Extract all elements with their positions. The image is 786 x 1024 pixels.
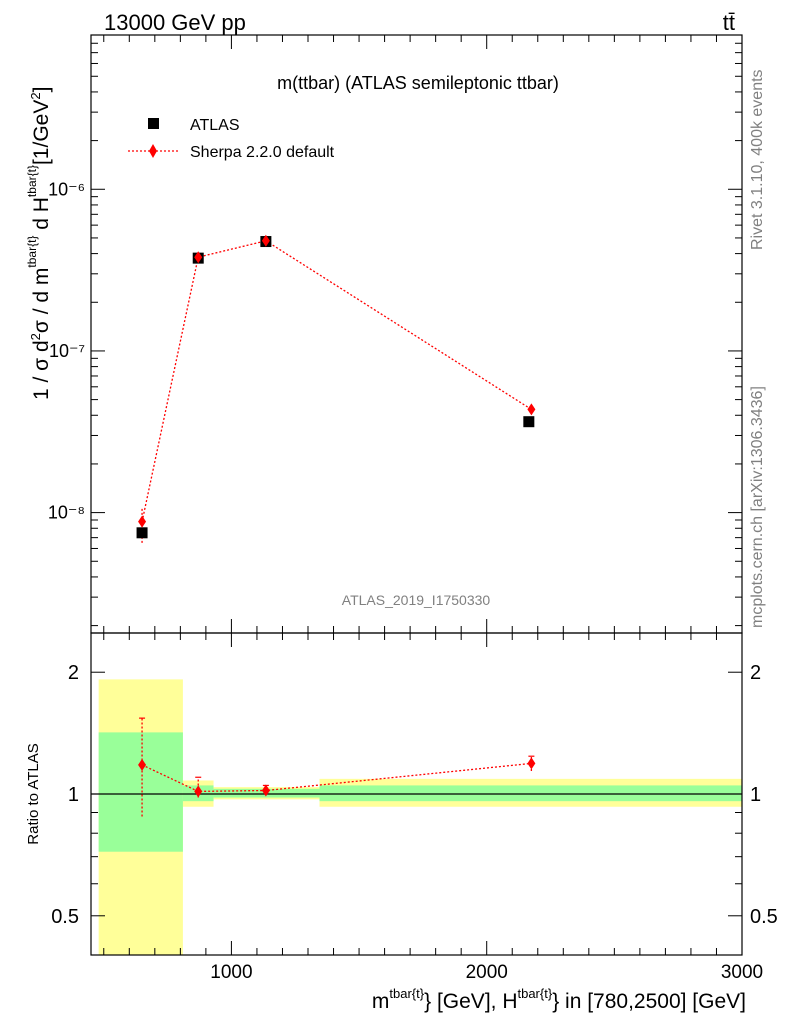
ratio-plot-marks — [91, 679, 742, 955]
main-panel: 10⁻⁸ 10⁻⁷ 10⁻⁶ m(ttbar) (ATLAS semileptoni… — [25, 34, 743, 634]
rivet-label: Rivet 3.1.10, 400k events — [749, 69, 766, 250]
legend-label-atlas: ATLAS — [190, 117, 240, 134]
mc-point — [261, 234, 270, 247]
ratio-ytick-label-right: 2 — [750, 662, 761, 684]
main-xaxis-ticks — [103, 35, 743, 633]
legend: ATLAS Sherpa 2.2.0 default — [128, 117, 335, 161]
main-ytick-label: 10⁻⁷ — [49, 341, 85, 361]
ratio-ytick-label-right: 0.5 — [750, 906, 778, 928]
plot-title: m(ttbar) (ATLAS semileptonic ttbar) — [277, 73, 559, 93]
mcplots-label: mcplots.cern.ch [arXiv:1306.3436] — [749, 386, 766, 628]
uncertainty-band-inner — [319, 785, 742, 802]
mc-line — [141, 240, 532, 522]
ratio-xaxis-ticks: 1000 2000 3000 — [103, 633, 763, 983]
mc-point — [527, 403, 536, 416]
ratio-mc-point — [527, 757, 536, 770]
main-yaxis-ticks: 10⁻⁸ 10⁻⁷ 10⁻⁶ — [48, 34, 742, 627]
xlabel: mtbar{t}} [GeV], Htbar{t}} in [780,2500]… — [372, 986, 746, 1013]
main-ytick-label: 10⁻⁸ — [48, 503, 85, 523]
ratio-ytick-label-right: 1 — [750, 784, 761, 806]
process-label: tt̄ — [723, 10, 735, 35]
xtick-label: 3000 — [721, 962, 763, 983]
mc-point — [194, 251, 203, 264]
data-point — [523, 416, 535, 428]
main-ylabel: 1 / σ d2σ / d mtbar{t} d Htbar{t}[1/GeV2… — [25, 87, 53, 400]
main-plot-marks — [136, 234, 536, 543]
main-ytick-label: 10⁻⁶ — [48, 179, 85, 199]
ratio-yaxis-ticks: 0.5 0.5 1 1 2 2 — [51, 662, 778, 956]
ratio-mc-point — [261, 784, 270, 797]
ratio-ylabel: Ratio to ATLAS — [25, 743, 42, 844]
data-point — [136, 527, 148, 539]
uncertainty-band-inner — [98, 732, 183, 852]
legend-label-sherpa: Sherpa 2.2.0 default — [190, 144, 335, 161]
ratio-ytick-label: 0.5 — [51, 906, 79, 928]
energy-label: 13000 GeV pp — [104, 10, 246, 35]
legend-marker-sherpa — [149, 144, 157, 158]
mc-point — [138, 515, 147, 528]
main-frame — [90, 34, 743, 634]
analysis-id: ATLAS_2019_I1750330 — [342, 592, 491, 608]
legend-marker-atlas — [148, 118, 159, 129]
xtick-label: 2000 — [466, 962, 508, 983]
ratio-ytick-label: 2 — [68, 662, 79, 684]
ratio-ytick-label: 1 — [68, 784, 79, 806]
ratio-mc-point — [138, 758, 147, 771]
ratio-mc-point — [194, 785, 203, 798]
xtick-label: 1000 — [210, 962, 252, 983]
ratio-panel: 0.5 0.5 1 1 2 2 1000 2000 3000 Ratio to ATLAS — [25, 632, 778, 983]
